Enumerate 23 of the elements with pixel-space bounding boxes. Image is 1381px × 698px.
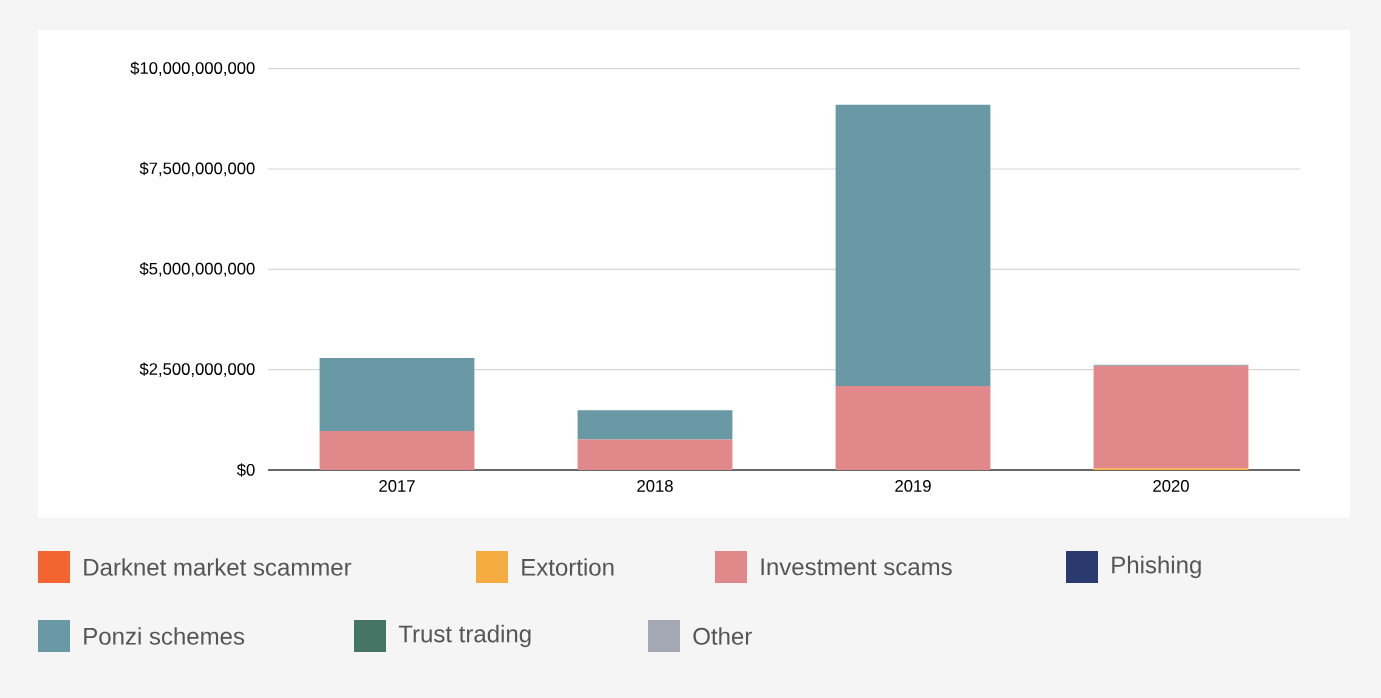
bar: [319, 431, 475, 470]
y-tick-label: $2,500,000,000: [139, 362, 255, 377]
bar: [1093, 366, 1249, 469]
bar: [577, 439, 733, 470]
x-tick-label: 2017: [379, 480, 415, 492]
bar: [835, 386, 991, 470]
legend-label: Other: [693, 627, 752, 645]
bar: [577, 410, 733, 440]
bar: [319, 358, 475, 432]
y-tick-label: $7,500,000,000: [139, 161, 255, 177]
legend-label: Ponzi schemes: [84, 627, 245, 645]
x-tick-label: 2019: [895, 480, 931, 492]
legend-label: Phishing: [1112, 555, 1201, 579]
legend-label: Darknet market scammer: [84, 558, 352, 576]
y-tick-label: $10,000,000,000: [130, 61, 255, 76]
legend-label: Extortion: [522, 558, 614, 576]
x-tick-label: 2020: [1153, 480, 1189, 492]
bar: [835, 104, 991, 387]
legend-label: Trust trading: [398, 624, 531, 648]
y-tick-label: $0: [236, 463, 255, 477]
y-tick-label: $5,000,000,000: [139, 262, 255, 277]
legend-label: Investment scams: [761, 558, 952, 576]
x-tick-label: 2018: [637, 480, 673, 492]
